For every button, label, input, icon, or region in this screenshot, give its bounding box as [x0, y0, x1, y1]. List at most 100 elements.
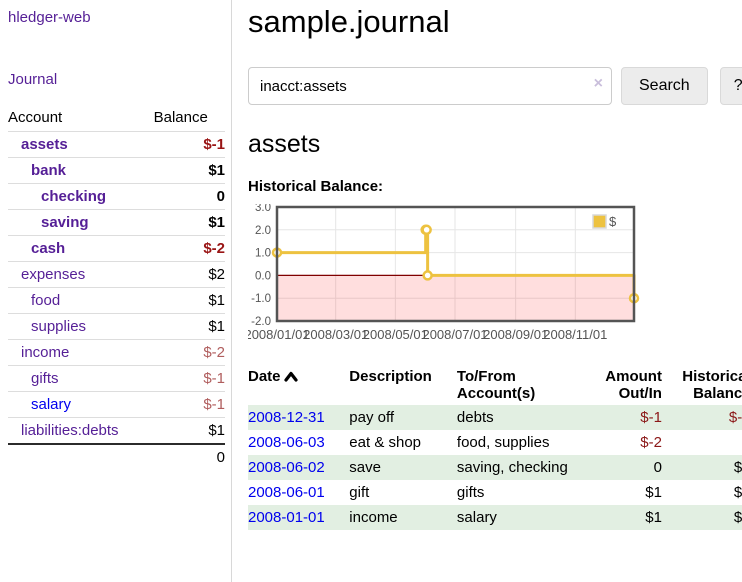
register-row[interactable]: 2008-06-02 save saving, checking 0 $2: [248, 455, 742, 480]
register-amount: $1: [645, 509, 662, 526]
account-row: supplies $1: [8, 313, 225, 340]
account-link-supplies[interactable]: supplies: [31, 318, 87, 335]
svg-text:-1.0: -1.0: [251, 293, 271, 305]
accounts-total: 0: [153, 443, 225, 470]
register-accounts: saving, checking: [456, 459, 568, 476]
account-link-expenses[interactable]: expenses: [21, 266, 86, 283]
search-form: × Search ?: [248, 67, 742, 105]
account-balance: $2: [153, 261, 225, 288]
historical-balance-chart[interactable]: 3.0 2.0 1.0 0.0 -1.0 -2.0 2008/01/01 2008/03/01…: [244, 202, 742, 352]
svg-text:0.0: 0.0: [255, 270, 271, 282]
register-description: gift: [349, 484, 370, 501]
account-balance: $-1: [153, 391, 225, 418]
help-button[interactable]: ?: [719, 67, 742, 105]
svg-text:2.0: 2.0: [255, 225, 271, 237]
register-amount: 0: [653, 459, 662, 476]
account-balance: $-1: [153, 365, 225, 392]
accounts-table: Account Balance assets $-1 bank $1 checking 0…: [8, 105, 225, 470]
search-input[interactable]: [248, 67, 612, 105]
account-balance: $1: [153, 157, 225, 184]
accounts-total-row: 0: [8, 443, 225, 470]
register-accounts: salary: [456, 509, 497, 526]
account-link-assets[interactable]: assets: [21, 136, 68, 153]
account-balance: $1: [153, 417, 225, 444]
register-accounts: food, supplies: [456, 434, 550, 451]
register-balance: $2: [733, 459, 742, 476]
account-link-cash[interactable]: cash: [31, 240, 66, 257]
register-row[interactable]: 2008-06-01 gift gifts $1 $2: [248, 480, 742, 505]
sidebar-item-journal[interactable]: Journal: [8, 71, 58, 88]
account-row: assets $-1: [8, 131, 225, 158]
account-row: income $-2: [8, 339, 225, 366]
accounts-header-account: Account: [8, 109, 63, 126]
account-row: salary $-1: [8, 391, 225, 418]
chart-legend-swatch: [592, 214, 607, 229]
register-balance: 0: [668, 430, 742, 455]
svg-text:3.0: 3.0: [255, 204, 271, 214]
account-link-income[interactable]: income: [21, 344, 70, 361]
register-row[interactable]: 2008-12-31 pay off debts $-1 $-1: [248, 405, 742, 430]
page-title: sample.journal: [248, 4, 450, 39]
register-header-date[interactable]: Date: [248, 365, 349, 405]
account-balance: $1: [153, 209, 225, 236]
register-description: save: [349, 459, 381, 476]
register-header-accounts[interactable]: To/From Account(s): [456, 368, 536, 402]
svg-text:-2.0: -2.0: [251, 316, 271, 328]
search-box: ×: [248, 67, 612, 105]
register-description: pay off: [349, 409, 395, 426]
register-balance: $-1: [728, 409, 742, 426]
account-row: saving $1: [8, 209, 225, 236]
sidebar: hledger-web Journal Account Balance asse…: [0, 0, 232, 582]
register-description: eat & shop: [349, 434, 422, 451]
svg-text:2008/03/01: 2008/03/01: [303, 327, 368, 342]
account-balance: $-2: [153, 235, 225, 262]
account-link-checking[interactable]: checking: [41, 188, 107, 205]
account-row: food $1: [8, 287, 225, 314]
chart-legend-label: $: [609, 214, 617, 229]
register-header-amount[interactable]: Amount Out/In: [605, 368, 662, 402]
sort-ascending-icon: [283, 369, 298, 386]
account-row: checking 0: [8, 183, 225, 210]
register-amount: $1: [645, 484, 662, 501]
account-row: liabilities:debts $1: [8, 417, 225, 444]
register-row[interactable]: 2008-06-03 eat & shop food, supplies $-2 0: [248, 430, 742, 455]
register-amount: $-2: [640, 434, 662, 451]
svg-text:2008/11/01: 2008/11/01: [543, 327, 607, 342]
account-link-liabilities-debts[interactable]: liabilities:debts: [21, 422, 119, 439]
svg-text:1.0: 1.0: [255, 248, 271, 260]
account-row: bank $1: [8, 157, 225, 184]
register-balance: $2: [733, 484, 742, 501]
search-button[interactable]: Search: [621, 67, 708, 105]
svg-text:2008/07/01: 2008/07/01: [422, 327, 487, 342]
register-date-link[interactable]: 2008-06-02: [248, 459, 325, 476]
register-header-description[interactable]: Description: [349, 368, 432, 385]
register-row[interactable]: 2008-01-01 income salary $1 $1: [248, 505, 742, 530]
account-link-food[interactable]: food: [31, 292, 61, 309]
register-amount: $-1: [640, 409, 662, 426]
register-accounts: debts: [456, 409, 494, 426]
account-balance: $1: [153, 313, 225, 340]
account-balance: 0: [153, 183, 225, 210]
chart-title: Historical Balance:: [248, 178, 384, 195]
svg-text:2008/01/01: 2008/01/01: [248, 327, 310, 342]
account-link-salary[interactable]: salary: [31, 396, 72, 413]
register-header-balance[interactable]: Historical Balance: [682, 368, 742, 402]
register-date-link[interactable]: 2008-06-03: [248, 434, 325, 451]
account-row: expenses $2: [8, 261, 225, 288]
clear-search-icon[interactable]: ×: [593, 75, 603, 92]
account-link-gifts[interactable]: gifts: [31, 370, 59, 387]
register-header-row: Date Description To/From Account(s) Amou…: [248, 365, 742, 405]
register-date-link[interactable]: 2008-06-01: [248, 484, 325, 501]
register-balance: $1: [733, 509, 742, 526]
app-title-link[interactable]: hledger-web: [8, 9, 91, 26]
account-link-bank[interactable]: bank: [31, 162, 67, 179]
register-date-link[interactable]: 2008-01-01: [248, 509, 325, 526]
account-row: gifts $-1: [8, 365, 225, 392]
register-date-link[interactable]: 2008-12-31: [248, 409, 325, 426]
svg-text:2008/09/01: 2008/09/01: [483, 327, 548, 342]
account-link-saving[interactable]: saving: [41, 214, 89, 231]
account-balance: $-1: [153, 131, 225, 158]
chart-canvas: 3.0 2.0 1.0 0.0 -1.0 -2.02008/01/012008/03/01…: [244, 202, 640, 342]
accounts-header-balance: Balance: [153, 109, 208, 126]
